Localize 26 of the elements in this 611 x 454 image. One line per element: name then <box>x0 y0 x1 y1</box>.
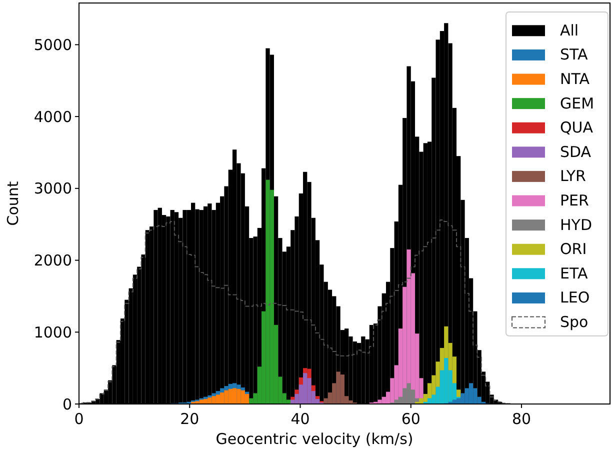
x-tick-label: 40 <box>290 410 310 428</box>
y-tick-label: 5000 <box>34 36 72 54</box>
legend-label: NTA <box>560 70 590 88</box>
y-tick-label: 1000 <box>34 323 72 342</box>
legend-label: PER <box>560 192 589 210</box>
x-tick-label: 20 <box>180 410 200 428</box>
legend-label: ETA <box>560 264 588 282</box>
legend-label: HYD <box>560 216 592 234</box>
y-tick-label: 4000 <box>34 108 72 126</box>
y-tick-label: 2000 <box>34 252 72 270</box>
x-axis-title: Geocentric velocity (km/s) <box>216 430 414 448</box>
legend-label: LYR <box>560 167 586 186</box>
x-tick-label: 60 <box>401 410 420 428</box>
y-axis-title: Count <box>4 181 22 226</box>
legend-label: ORI <box>560 240 587 258</box>
legend-label: Spo <box>560 313 588 331</box>
legend-label: LEO <box>560 288 590 307</box>
x-tick-label: 80 <box>512 410 532 428</box>
y-tick-label: 0 <box>62 395 72 414</box>
legend-label: SDA <box>560 142 592 161</box>
legend-label: QUA <box>560 118 594 137</box>
x-tick-label: 0 <box>74 410 84 428</box>
legend-label: All <box>560 21 579 40</box>
y-tick-label: 3000 <box>34 180 72 198</box>
legend-label: STA <box>560 46 589 64</box>
legend-label: GEM <box>560 94 594 112</box>
